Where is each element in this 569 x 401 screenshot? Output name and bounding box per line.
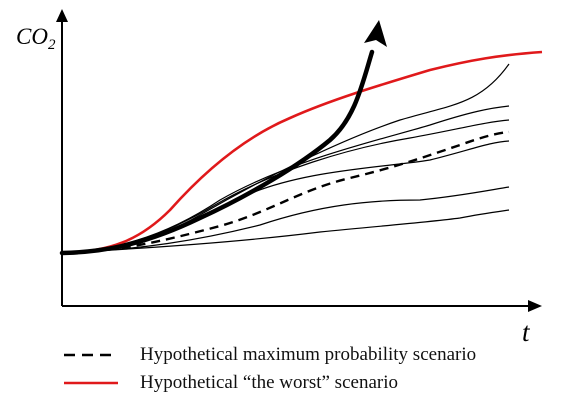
y-axis-arrow-icon xyxy=(56,9,68,22)
red-line-swatch-icon xyxy=(64,381,118,385)
scenario-line xyxy=(61,105,510,254)
worst-scenario-line xyxy=(61,50,543,255)
scenario-line xyxy=(61,63,510,254)
legend: Hypothetical maximum probability scenari… xyxy=(62,341,562,397)
scenario-line xyxy=(61,186,510,254)
y-axis-label: CO2 xyxy=(16,24,56,53)
runaway-arrowhead-icon xyxy=(364,20,387,47)
legend-label: Hypothetical maximum probability scenari… xyxy=(140,344,477,365)
dashed-line-swatch-icon xyxy=(64,353,118,357)
x-axis-arrow-icon xyxy=(528,300,542,312)
legend-item-worst: Hypothetical “the worst” scenario xyxy=(62,369,562,397)
runaway-scenario-arrow xyxy=(59,49,375,256)
legend-item-max-probability: Hypothetical maximum probability scenari… xyxy=(62,341,562,369)
y-axis-label-subscript: 2 xyxy=(48,37,56,53)
scenario-line xyxy=(61,119,510,254)
max-probability-scenario-line xyxy=(61,130,510,255)
legend-label: Hypothetical “the worst” scenario xyxy=(140,372,398,393)
scenario-line xyxy=(61,209,510,254)
x-axis-label: t xyxy=(522,317,531,347)
